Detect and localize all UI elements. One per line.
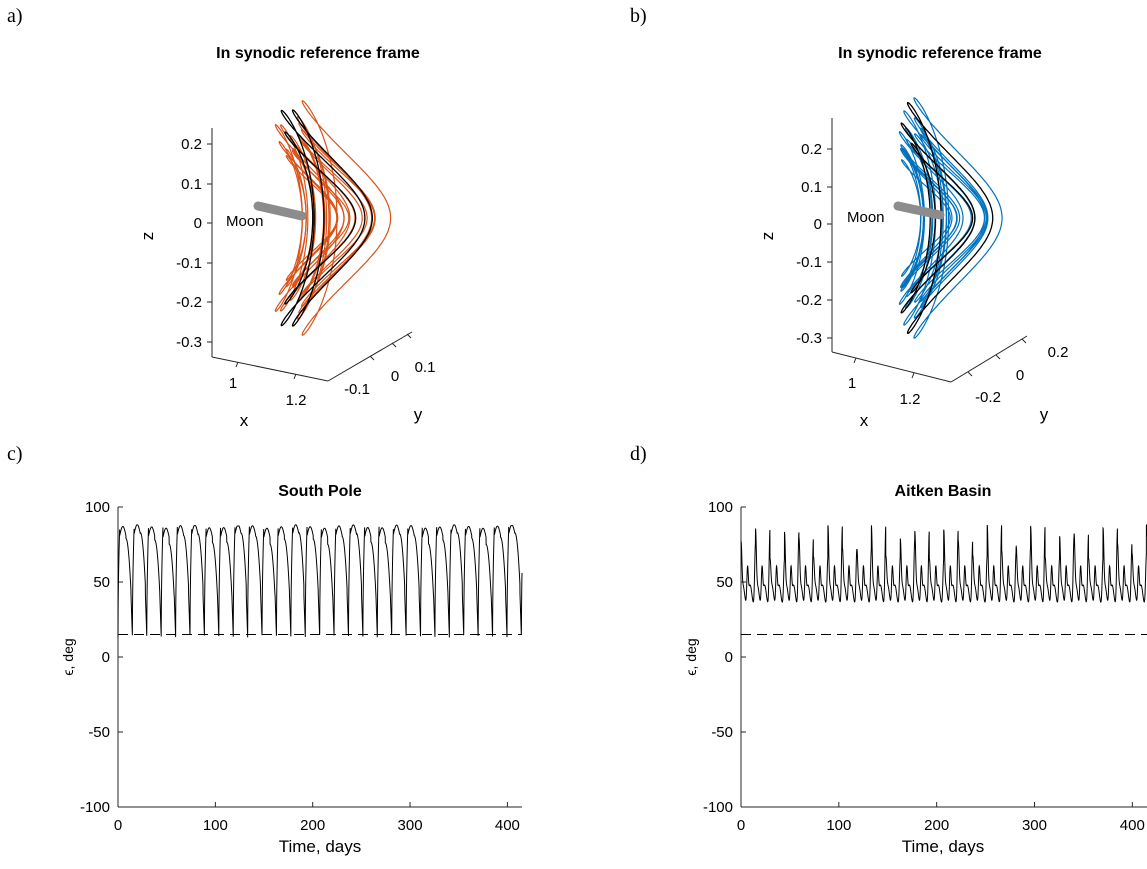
moon-marker [893, 201, 945, 220]
chart-c-ytick-label: -100 [80, 799, 110, 816]
reference-orbit-trajectory [280, 109, 366, 327]
reference-orbit-trajectory [291, 109, 373, 327]
chart-a-xlabel: x [240, 411, 249, 430]
chart-a-title: In synodic reference frame [216, 45, 420, 62]
chart-b-3d-plot: 0.2 0.1 0 -0.1 -0.2 -0.3 1 1.2 -0.2 0 0.… [758, 97, 1069, 430]
chart-a-axes [207, 128, 413, 382]
chart-c-xtick-label: 0 [114, 817, 122, 834]
chart-b-zlabel: z [758, 232, 777, 241]
chart-d-elevation-series [740, 524, 1147, 603]
chart-c-elevation-series [117, 524, 523, 638]
chart-d-xtick-label: 200 [924, 817, 949, 834]
chart-b-xlabel: x [860, 411, 869, 430]
chart-c-xtick-label: 400 [495, 817, 520, 834]
chart-a-ztick: -0.3 [176, 334, 202, 351]
chart-a-ztick: 0.1 [181, 176, 202, 193]
chart-d-xtick-label: 400 [1120, 817, 1145, 834]
chart-b-ytick: 0 [1016, 367, 1024, 384]
orbit-trajectory [913, 97, 1003, 339]
chart-c-plot: 0 100 200 300 400 100 50 0 -50 -100 Time, days ϵ,… [60, 499, 523, 856]
chart-c-title: South Pole [278, 483, 362, 500]
chart-b-xtick: 1.2 [900, 391, 921, 408]
chart-c-ytick-label: -50 [88, 724, 110, 741]
chart-b-ztick: 0.2 [801, 141, 822, 158]
chart-a-zlabel: z [138, 232, 157, 241]
chart-d-title: Aitken Basin [895, 483, 992, 500]
chart-c-ytick-label: 0 [102, 649, 110, 666]
chart-d-ytick-label: -100 [703, 799, 733, 816]
chart-b-ztick: -0.2 [796, 292, 822, 309]
orbit-trajectory [296, 116, 373, 320]
orbit-trajectory [297, 133, 368, 303]
chart-d-xtick-label: 0 [737, 817, 745, 834]
panel-label-b: b) [630, 5, 647, 27]
chart-a-xtick: 1.2 [286, 392, 307, 409]
chart-c-xtick-label: 300 [398, 817, 423, 834]
reference-orbit-trajectory [900, 122, 976, 314]
chart-a-ztick: 0.2 [181, 136, 202, 153]
chart-b-ytick: -0.2 [975, 389, 1001, 406]
chart-b-ztick: 0.1 [801, 179, 822, 196]
chart-b-title: In synodic reference frame [838, 45, 1042, 62]
chart-b-ytick: 0.2 [1048, 344, 1069, 361]
orbit-trajectory [298, 122, 376, 314]
panel-label-d: d) [630, 443, 647, 465]
chart-d-plot: 0 100 200 300 400 100 50 0 -50 -100 Time, days ϵ,… [683, 499, 1147, 856]
chart-a-ylabel: y [414, 405, 423, 424]
chart-d-xlabel: Time, days [902, 837, 985, 856]
orbit-trajectory [285, 148, 338, 288]
chart-d-ytick-label: -50 [711, 724, 733, 741]
chart-d-ytick-label: 100 [708, 499, 733, 516]
chart-a-ytick: -0.1 [344, 381, 370, 398]
orbit-trajectory [901, 147, 958, 289]
chart-c-ytick-label: 50 [93, 574, 110, 591]
chart-a-ztick: 0 [194, 215, 202, 232]
orbit-trajectory [300, 128, 376, 308]
chart-b-axes [827, 118, 1028, 383]
chart-a-ztick: -0.2 [176, 294, 202, 311]
panel-label-a: a) [7, 5, 23, 27]
panel-label-c: c) [7, 443, 23, 465]
moon-marker [253, 201, 307, 221]
chart-c-xlabel: Time, days [279, 837, 362, 856]
chart-d-xtick-label: 300 [1022, 817, 1047, 834]
chart-a-moon-label: Moon [226, 213, 264, 230]
chart-a-xtick: 1 [229, 375, 237, 392]
chart-d-xtick-label: 100 [826, 817, 851, 834]
chart-a-ytick: 0.1 [415, 359, 436, 376]
chart-b-moon-label: Moon [847, 209, 885, 226]
chart-b-xtick: 1 [848, 375, 856, 392]
chart-d-ytick-label: 0 [725, 649, 733, 666]
chart-b-ztick: -0.3 [796, 330, 822, 347]
chart-b-ztick: 0 [814, 216, 822, 233]
chart-a-ytick: 0 [391, 368, 399, 385]
chart-c-xtick-label: 100 [203, 817, 228, 834]
chart-a-ztick: -0.1 [176, 255, 202, 272]
chart-a-3d-plot: 0.2 0.1 0 -0.1 -0.2 -0.3 1 1.2 -0.1 0 0.… [138, 100, 436, 430]
orbit-trajectory [919, 133, 987, 303]
reference-orbit-trajectory [284, 131, 357, 305]
chart-d-ylabel: ϵ, deg [683, 638, 699, 675]
chart-b-ylabel: y [1040, 405, 1049, 424]
chart-c-xtick-label: 200 [300, 817, 325, 834]
chart-c-ytick-label: 100 [85, 499, 110, 516]
chart-d-ytick-label: 50 [716, 574, 733, 591]
chart-c-ylabel: ϵ, deg [60, 638, 76, 675]
chart-b-ztick: -0.1 [796, 254, 822, 271]
